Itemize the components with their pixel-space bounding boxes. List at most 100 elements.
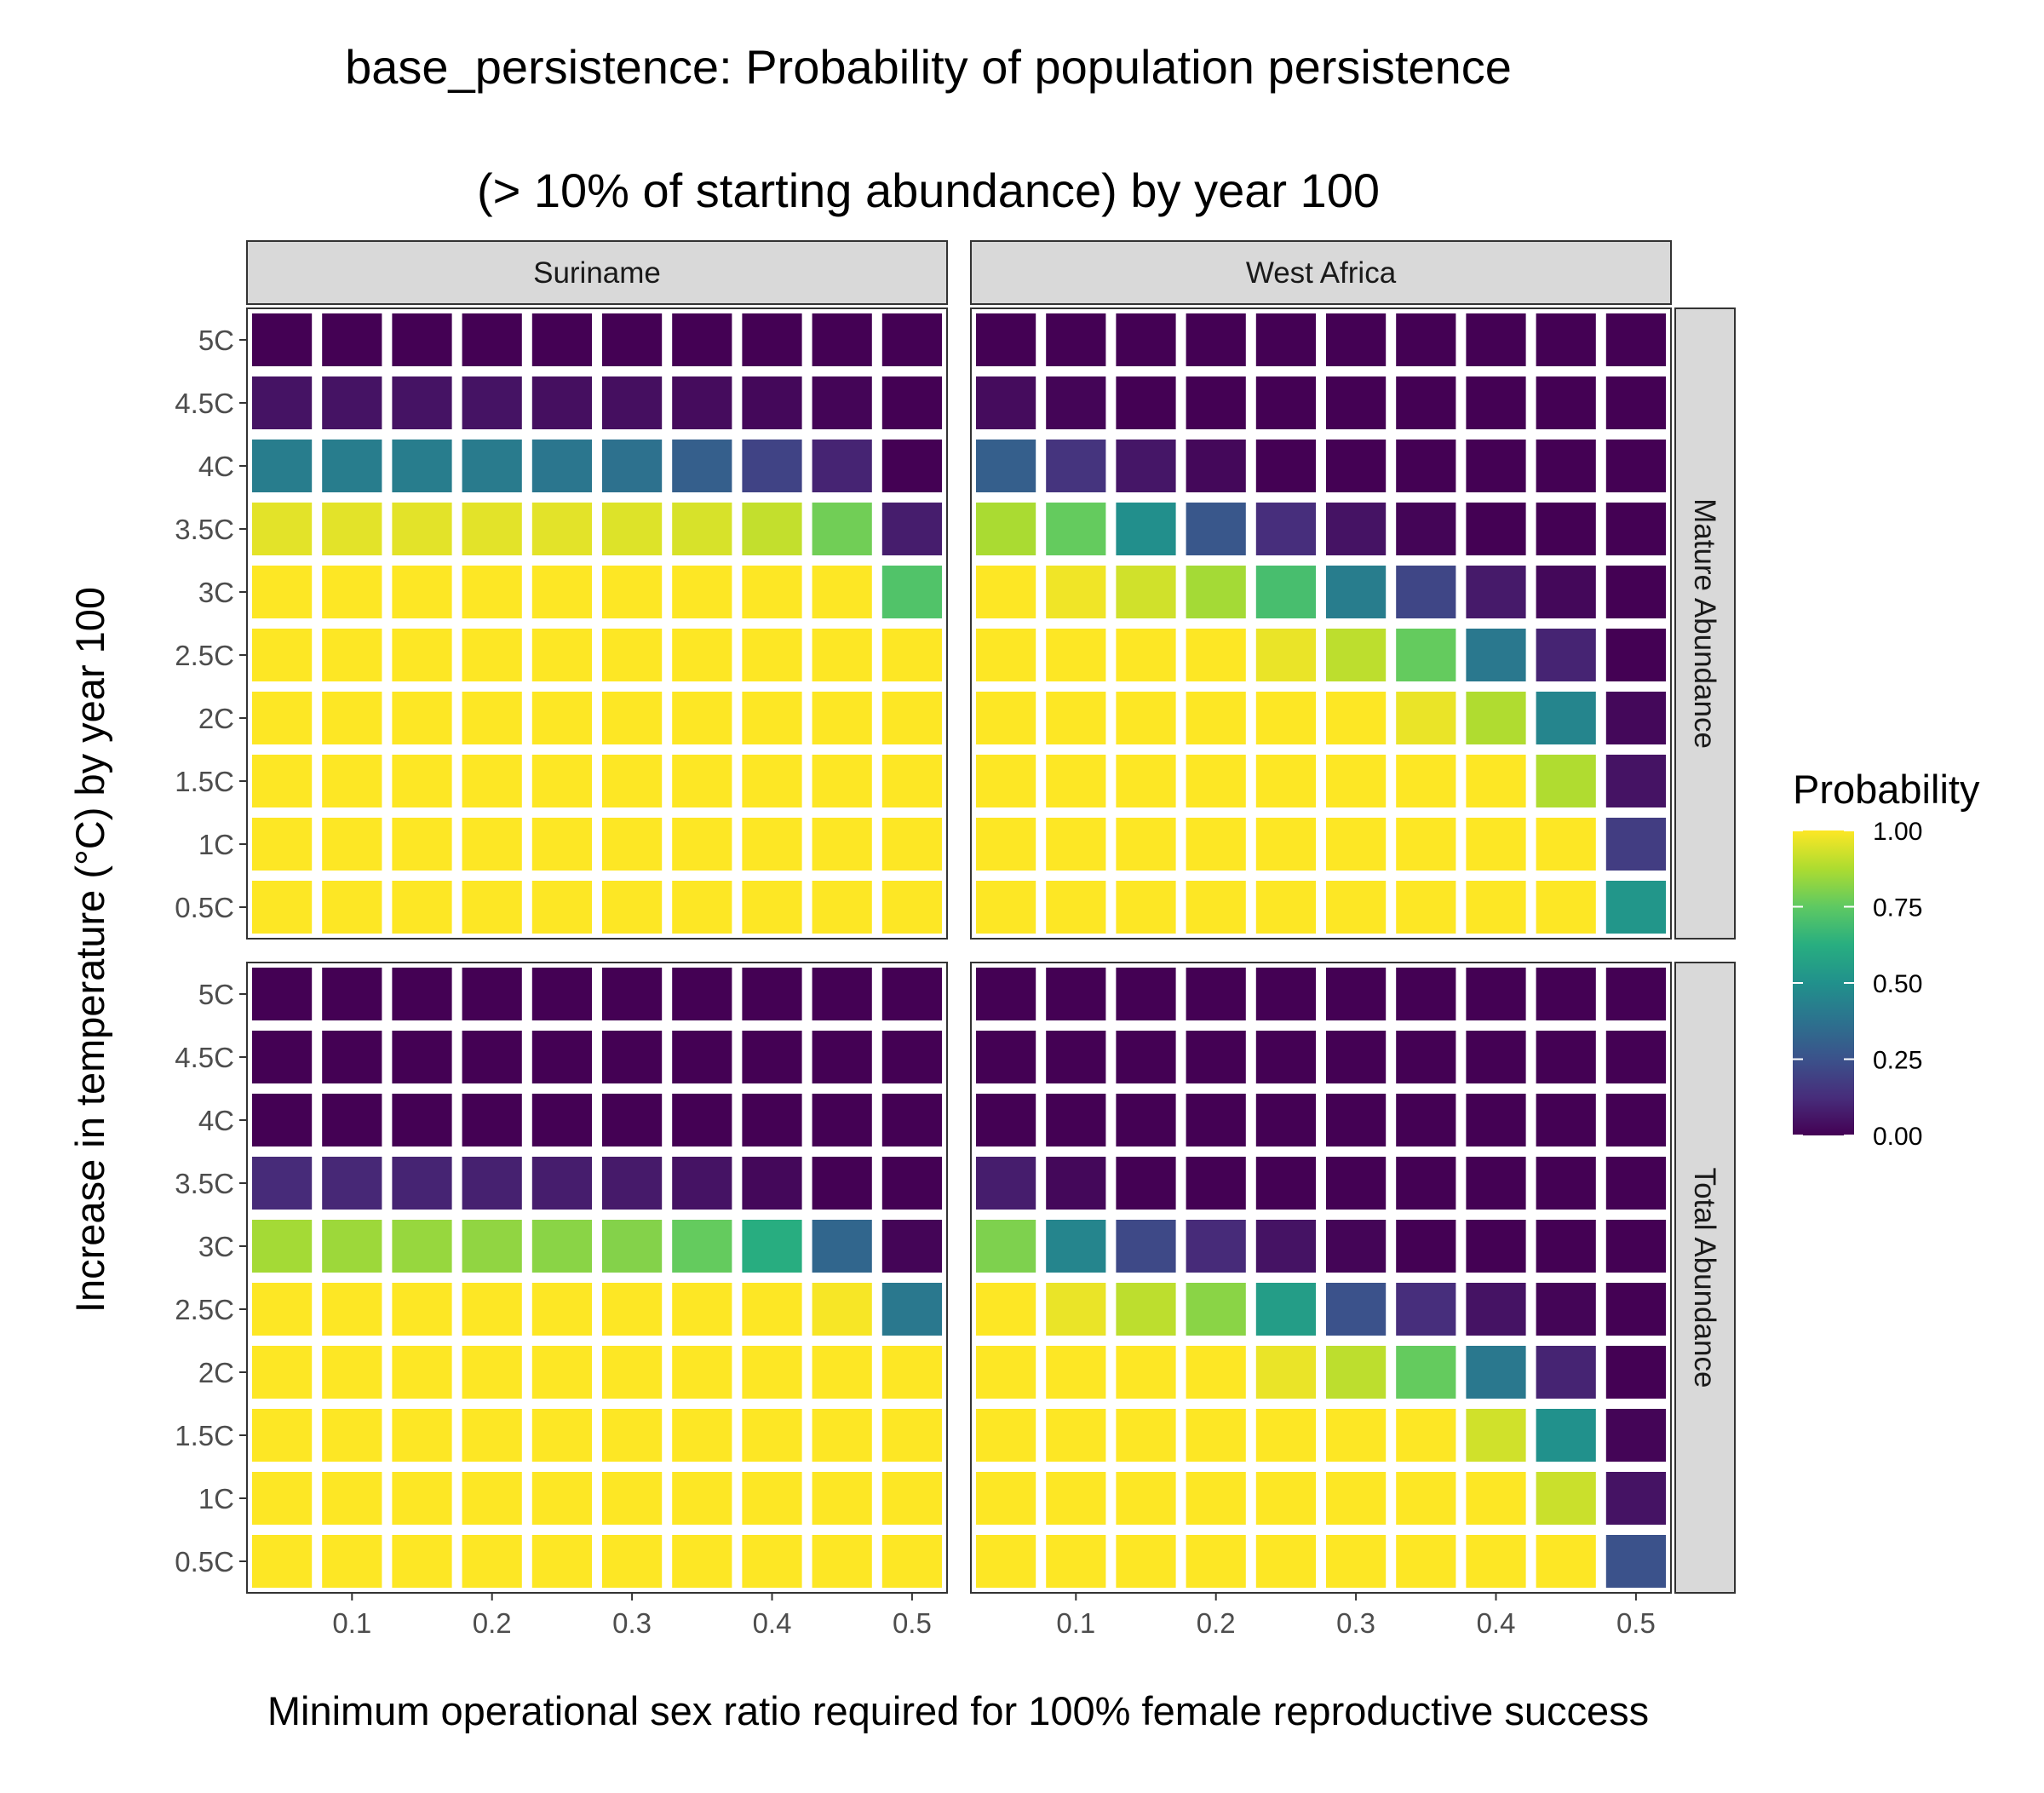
heatmap-cell bbox=[672, 1472, 732, 1525]
heatmap-cell bbox=[1326, 1031, 1387, 1083]
y-tick-label: 2.5C bbox=[175, 1294, 234, 1325]
heatmap-cell bbox=[1536, 881, 1596, 934]
heatmap-cell bbox=[1116, 968, 1176, 1020]
legend-tick-label: 0.75 bbox=[1873, 894, 1922, 922]
heatmap-cell bbox=[1046, 1157, 1106, 1210]
heatmap-cell bbox=[1255, 566, 1316, 618]
heatmap-cell bbox=[1605, 1157, 1666, 1210]
heatmap-cell bbox=[976, 566, 1036, 618]
heatmap-cell bbox=[1186, 1346, 1246, 1399]
heatmap-cell bbox=[462, 818, 522, 871]
heatmap-cell bbox=[881, 1157, 942, 1210]
heatmap-cell bbox=[812, 1472, 872, 1525]
x-tick-label: 0.2 bbox=[1197, 1607, 1236, 1639]
heatmap-cell bbox=[322, 818, 382, 871]
legend: Probability 1.00 0.75 0.50 0.25 0.00 bbox=[1793, 767, 1980, 1151]
heatmap-cell bbox=[531, 881, 592, 934]
heatmap-cell bbox=[1186, 692, 1246, 744]
heatmap-cell bbox=[1326, 1094, 1387, 1146]
heatmap-cell bbox=[1046, 1409, 1106, 1462]
y-tick-label: 4C bbox=[198, 1105, 234, 1136]
heatmap-cell bbox=[1046, 313, 1106, 366]
heatmap-cell bbox=[1186, 1535, 1246, 1588]
heatmap-cell bbox=[1255, 818, 1316, 871]
heatmap-cell bbox=[672, 755, 732, 807]
heatmap-cell bbox=[1186, 755, 1246, 807]
heatmap-cell bbox=[812, 1031, 872, 1083]
heatmap-cell bbox=[1186, 629, 1246, 681]
heatmap-cell bbox=[252, 313, 313, 366]
heatmap-cell bbox=[742, 440, 802, 492]
heatmap-cell bbox=[1605, 629, 1666, 681]
heatmap-cell bbox=[742, 1220, 802, 1273]
heatmap-cell bbox=[252, 1346, 313, 1399]
heatmap-cell bbox=[322, 1094, 382, 1146]
heatmap-cell bbox=[812, 1220, 872, 1273]
heatmap-cell bbox=[531, 1472, 592, 1525]
heatmap-cell bbox=[812, 1346, 872, 1399]
heatmap-cell bbox=[602, 1157, 663, 1210]
heatmap-cell bbox=[881, 1094, 942, 1146]
heatmap-cell bbox=[1255, 1031, 1316, 1083]
heatmap-cell bbox=[602, 1409, 663, 1462]
heatmap-cell bbox=[531, 755, 592, 807]
heatmap-cell bbox=[1255, 1409, 1316, 1462]
heatmap-cell bbox=[812, 629, 872, 681]
heatmap-cell bbox=[1186, 818, 1246, 871]
heatmap-cell bbox=[1536, 440, 1596, 492]
heatmap-cell bbox=[1116, 1031, 1176, 1083]
heatmap-cell bbox=[322, 566, 382, 618]
strip-row-0 bbox=[1674, 307, 1736, 940]
heatmap-cell bbox=[1396, 1409, 1456, 1462]
heatmap-cell bbox=[1536, 1094, 1596, 1146]
heatmap-cell bbox=[742, 1535, 802, 1588]
heatmap-cell bbox=[462, 1535, 522, 1588]
heatmap-cell bbox=[392, 1283, 452, 1336]
heatmap-cell bbox=[812, 566, 872, 618]
y-tick-label: 1C bbox=[198, 829, 234, 860]
y-tick-label: 1C bbox=[198, 1483, 234, 1514]
heatmap-cell bbox=[976, 503, 1036, 555]
heatmap-cell bbox=[322, 755, 382, 807]
heatmap-cell bbox=[1186, 503, 1246, 555]
heatmap-cell bbox=[322, 1409, 382, 1462]
legend-tick-label: 1.00 bbox=[1873, 818, 1922, 846]
heatmap-cell bbox=[1046, 503, 1106, 555]
heatmap-cell bbox=[1396, 968, 1456, 1020]
heatmap-cell bbox=[1255, 629, 1316, 681]
heatmap-cell bbox=[602, 755, 663, 807]
heatmap-cell bbox=[531, 968, 592, 1020]
heatmap-cell bbox=[812, 1094, 872, 1146]
heatmap-cell bbox=[976, 968, 1036, 1020]
heatmap-cell bbox=[322, 881, 382, 934]
heatmap-cell bbox=[1186, 566, 1246, 618]
heatmap-cell bbox=[672, 1031, 732, 1083]
heatmap-cell bbox=[1536, 1220, 1596, 1273]
heatmap-cell bbox=[1536, 629, 1596, 681]
heatmap-cell bbox=[392, 376, 452, 429]
heatmap-cell bbox=[742, 818, 802, 871]
heatmap-cell bbox=[392, 1346, 452, 1399]
heatmap-cell bbox=[252, 1031, 313, 1083]
strip-column-0 bbox=[246, 240, 948, 305]
heatmap-cell bbox=[531, 1346, 592, 1399]
heatmap-cell bbox=[976, 755, 1036, 807]
heatmap-cell bbox=[322, 1283, 382, 1336]
heatmap-cell bbox=[462, 881, 522, 934]
heatmap-cell bbox=[1255, 1472, 1316, 1525]
heatmap-cell bbox=[1255, 440, 1316, 492]
axes-layer: 5C 4.5C 4C 3.5C 3C 2.5C 2C 1.5C 1C 0.5C 5C 4.5C 4C 3.… bbox=[175, 325, 1656, 1639]
heatmap-cell bbox=[462, 313, 522, 366]
heatmap-cell bbox=[1396, 692, 1456, 744]
heatmap-cell bbox=[1046, 440, 1106, 492]
x-tick-label: 0.3 bbox=[612, 1607, 652, 1639]
heatmap-cell bbox=[531, 1283, 592, 1336]
heatmap-cell bbox=[1046, 629, 1106, 681]
heatmap-cell bbox=[322, 313, 382, 366]
heatmap-cell bbox=[602, 968, 663, 1020]
heatmap-cell bbox=[1046, 1283, 1106, 1336]
heatmap-cell bbox=[881, 1472, 942, 1525]
x-axis-label: Minimum operational sex ratio required f… bbox=[267, 1688, 1649, 1733]
heatmap-cell bbox=[1326, 881, 1387, 934]
heatmap-cell bbox=[1536, 376, 1596, 429]
